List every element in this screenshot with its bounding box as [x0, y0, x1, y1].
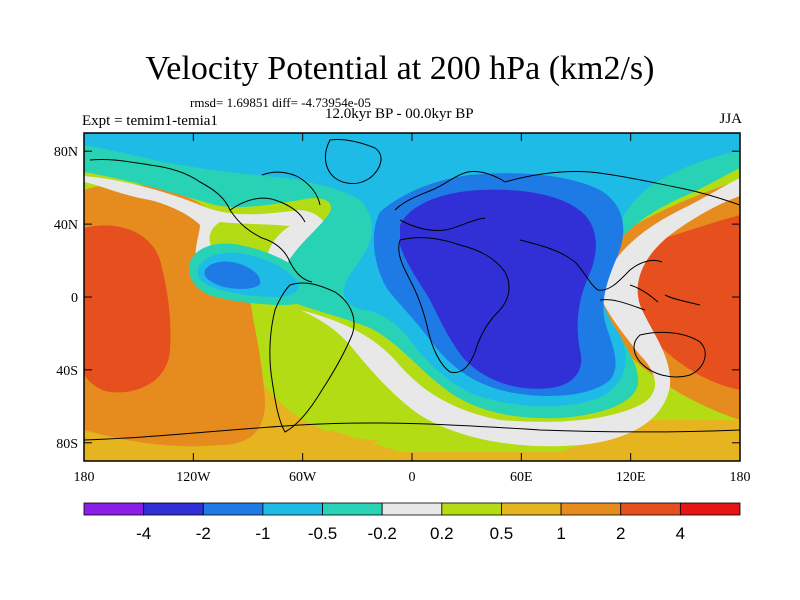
colorbar-swatch — [143, 502, 204, 516]
colorbar-swatch — [262, 502, 323, 516]
coast-north-america — [89, 159, 321, 283]
x-tick-label: 120E — [616, 470, 646, 485]
colorbar-label: 4 — [676, 524, 685, 543]
colorbar-label: -4 — [136, 524, 151, 543]
chart-title: Velocity Potential at 200 hPa (km2/s) — [145, 50, 655, 87]
colorbar-label: 0.2 — [430, 524, 454, 543]
coast-antarctica — [84, 422, 740, 441]
colorbar: -4 -2 -1 -0.5 -0.2 0.2 0.5 1 2 4 — [83, 502, 741, 543]
colorbar-swatch — [620, 502, 681, 516]
coast-australia — [633, 331, 706, 378]
coastlines — [84, 139, 740, 441]
coast-maritime — [599, 284, 701, 311]
level-caribbean-neg2 — [204, 261, 261, 289]
y-tick-label: 0 — [71, 291, 78, 306]
contour-field — [84, 133, 740, 461]
colorbar-label: -2 — [196, 524, 211, 543]
colorbar-swatch — [560, 502, 622, 516]
x-tick-label: 60W — [289, 470, 317, 485]
colorbar-swatch — [501, 502, 562, 516]
colorbar-label: -0.5 — [308, 524, 337, 543]
x-tick-label: 0 — [409, 470, 416, 485]
level-2-4-pacific — [84, 225, 171, 393]
colorbar-label: -0.2 — [368, 524, 397, 543]
colorbar-swatch — [679, 502, 741, 516]
colorbar-swatch — [441, 502, 502, 516]
x-tick-label: 180 — [74, 470, 95, 485]
colorbar-swatch — [322, 502, 383, 516]
rmsd-diff-text: rmsd= 1.69851 diff= -4.73954e-05 — [190, 95, 371, 110]
x-axis: 180 120W 60W 0 60E 120E 180 — [74, 133, 751, 485]
level-2-4-east — [625, 215, 740, 390]
colorbar-label: -1 — [255, 524, 270, 543]
x-tick-label: 180 — [730, 470, 751, 485]
y-tick-label: 80N — [54, 145, 78, 160]
colorbar-swatch — [381, 502, 443, 516]
colorbar-swatch — [83, 502, 145, 516]
coast-europe — [394, 171, 506, 231]
colorbar-label: 2 — [616, 524, 625, 543]
y-tick-label: 80S — [56, 437, 78, 452]
coast-asia — [504, 171, 740, 291]
coast-south-america — [269, 282, 355, 433]
x-tick-label: 60E — [510, 470, 533, 485]
y-axis: 80N 40N 0 40S 80S — [54, 145, 740, 452]
x-tick-label: 120W — [176, 470, 211, 485]
colorbar-label: 1 — [556, 524, 565, 543]
level-neg4-neg2 — [400, 189, 596, 389]
colorbar-swatch — [202, 502, 264, 516]
colorbar-label: 0.5 — [490, 524, 514, 543]
season-label: JJA — [719, 111, 742, 127]
y-tick-label: 40N — [54, 218, 78, 233]
coast-greenland — [324, 139, 382, 185]
period-text: 12.0kyr BP - 00.0kyr BP — [325, 106, 474, 122]
experiment-text: Expt = temim1-temia1 — [82, 113, 218, 129]
coast-africa — [398, 237, 510, 374]
y-tick-label: 40S — [56, 364, 78, 379]
